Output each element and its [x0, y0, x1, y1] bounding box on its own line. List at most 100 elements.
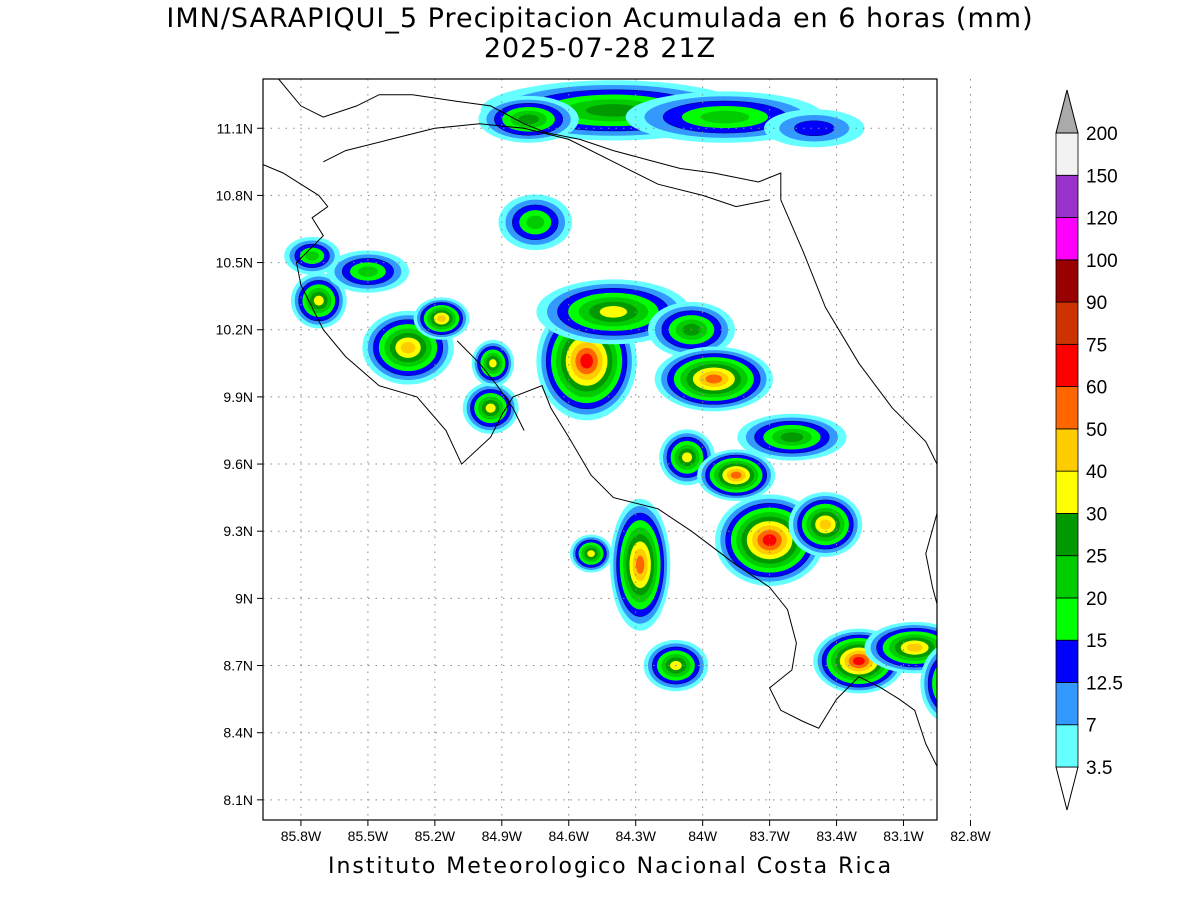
colorbar-swatch — [1055, 639, 1079, 683]
rain-contour — [935, 675, 937, 691]
rain-cell — [654, 346, 773, 412]
rain-contour — [932, 666, 937, 701]
colorbar-swatch — [1055, 132, 1079, 176]
precipitation-field — [284, 80, 962, 720]
colorbar-upper-arrow — [1055, 89, 1079, 134]
rain-cell — [569, 534, 613, 573]
rain-cell — [290, 272, 347, 329]
colorbar-level-label: 60 — [1086, 378, 1107, 399]
colorbar-swatch — [1055, 217, 1079, 261]
lat-tick-label: 11.1N — [217, 120, 253, 136]
rain-cell — [737, 413, 847, 461]
rain-contour — [794, 120, 835, 137]
colorbar-level-label: 100 — [1086, 251, 1118, 272]
rain-cell — [536, 279, 691, 345]
rain-cell — [413, 297, 470, 340]
coastline-segment — [456, 340, 525, 431]
coastline-segment — [780, 199, 937, 465]
colorbar-level-label: 7 — [1086, 716, 1097, 737]
rain-cell — [610, 498, 671, 631]
rain-contour — [906, 643, 923, 652]
lon-tick-label: 84W — [688, 828, 718, 844]
colorbar-level-label: 3.5 — [1086, 758, 1112, 779]
rain-contour — [853, 656, 865, 666]
rain-cell — [326, 250, 410, 293]
rain-contour — [682, 452, 693, 463]
coastline-segment — [925, 512, 937, 744]
lat-tick-label: 8.4N — [223, 725, 253, 741]
rain-contour — [730, 471, 742, 479]
coastline-segment — [278, 79, 782, 200]
lat-tick-label: 10.5N — [216, 255, 253, 271]
colorbar-swatch — [1055, 428, 1079, 472]
colorbar-swatch — [1055, 724, 1079, 768]
lon-tick-label: 82.8W — [950, 828, 991, 844]
rain-contour — [635, 555, 645, 574]
colorbar-swatch — [1055, 470, 1079, 514]
rain-contour — [526, 215, 545, 230]
axis-ticks: 11.1N 10.8N 10.5N 10.2N 9.9N 9.6N 9.3N 9N 8.7N 8.… — [216, 120, 992, 844]
rain-cell — [471, 339, 515, 387]
colorbar-level-label: 150 — [1086, 166, 1118, 187]
lon-tick-label: 84.6W — [549, 828, 590, 844]
map-frame — [262, 78, 938, 821]
lat-tick-label: 9.9N — [223, 389, 253, 405]
colorbar-level-label: 20 — [1086, 589, 1107, 610]
colorbar-level-label: 90 — [1086, 293, 1107, 314]
lon-tick-label: 83.1W — [883, 828, 924, 844]
colorbar-swatch — [1055, 597, 1079, 641]
rain-cell — [920, 647, 962, 720]
rain-contour — [518, 114, 539, 125]
lat-tick-label: 8.7N — [223, 658, 253, 674]
lat-tick-label: 8.1N — [223, 792, 253, 808]
colorbar-level-label: 30 — [1086, 504, 1107, 525]
colorbar-swatch — [1055, 555, 1079, 599]
colorbar-swatch — [1055, 386, 1079, 430]
colorbar-level-label: 25 — [1086, 547, 1107, 568]
rain-cell — [462, 382, 519, 434]
rain-cell — [764, 109, 865, 148]
rain-cell — [788, 492, 863, 557]
rain-contour — [400, 341, 416, 354]
rain-cell — [478, 95, 579, 143]
institution-footer: Instituto Meteorologico Nacional Costa R… — [328, 854, 894, 879]
rain-contour — [587, 550, 595, 557]
lon-tick-label: 83.7W — [749, 828, 790, 844]
colorbar-swatch — [1055, 343, 1079, 388]
colorbar-swatch — [1055, 513, 1079, 557]
rain-cell — [498, 194, 573, 251]
colorbar-level-label: 40 — [1086, 462, 1107, 483]
rain-contour — [705, 374, 723, 384]
colorbar-legend: 3.5 7 12.5 15 20 25 30 40 50 60 75 90 100 120 150 200 — [1055, 89, 1123, 811]
lon-tick-label: 85.5W — [348, 828, 389, 844]
colorbar-swatch — [1055, 682, 1079, 726]
rain-contour — [357, 266, 378, 277]
rain-cell — [864, 621, 937, 674]
rain-contour — [944, 672, 962, 695]
rain-contour — [489, 359, 497, 368]
lat-tick-label: 10.2N — [216, 322, 253, 338]
coastline-segment — [263, 164, 937, 767]
coastline-borders — [263, 79, 937, 767]
rain-contour — [485, 403, 496, 413]
colorbar-level-label: 15 — [1086, 631, 1107, 652]
colorbar-level-label: 120 — [1086, 209, 1118, 230]
lon-tick-label: 84.3W — [615, 828, 656, 844]
graticule-grid — [263, 79, 971, 820]
rain-cell — [284, 236, 340, 275]
rain-contour — [305, 251, 319, 261]
rain-contour — [948, 677, 958, 690]
coastline-segment — [323, 123, 770, 208]
rain-contour — [599, 306, 628, 318]
rain-contour — [313, 295, 324, 306]
lat-tick-label: 10.8N — [216, 187, 253, 203]
rain-cell — [697, 449, 776, 501]
lat-tick-label: 9.3N — [223, 523, 253, 539]
colorbar-swatch — [1055, 301, 1079, 345]
colorbar-swatch — [1055, 259, 1079, 303]
map-title: IMN/SARAPIQUI_5 Precipitacion Acumulada … — [166, 3, 1034, 34]
rain-contour — [700, 110, 750, 124]
lon-tick-label: 84.9W — [482, 828, 523, 844]
colorbar-level-label: 12.5 — [1086, 673, 1123, 694]
